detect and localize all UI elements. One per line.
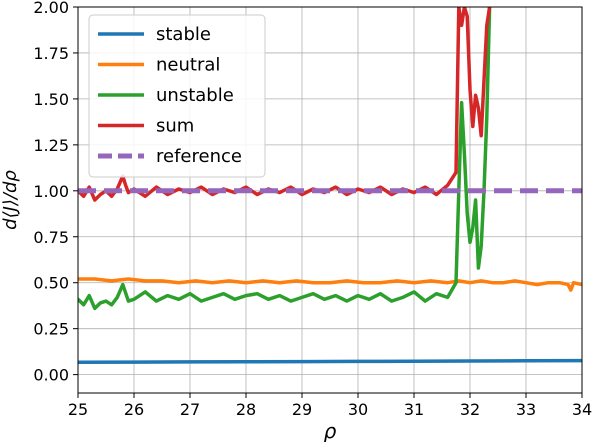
y-tick-label: 0.25: [33, 320, 69, 339]
legend-label-stable: stable: [156, 24, 211, 45]
y-axis-label: d⟨J⟩/dρ: [0, 170, 21, 230]
x-axis-label: ρ: [324, 419, 337, 442]
series-line-stable: [78, 358, 582, 365]
y-tick-label: 0.75: [33, 228, 69, 247]
legend-label-reference: reference: [156, 146, 242, 167]
x-tick-label: 25: [68, 400, 88, 419]
x-tick-label: 34: [572, 400, 592, 419]
series-line-neutral: [78, 277, 582, 292]
y-tick-label: 1.00: [33, 182, 69, 201]
x-tick-label: 32: [460, 400, 480, 419]
y-tick-label: 1.25: [33, 136, 69, 155]
y-tick-label: 0.00: [33, 366, 69, 385]
x-tick-label: 26: [124, 400, 144, 419]
y-tick-label: 0.50: [33, 274, 69, 293]
series-line-unstable: [78, 7, 492, 311]
x-tick-label: 33: [516, 400, 536, 419]
y-tick-label: 1.75: [33, 44, 69, 63]
legend: stable neutral unstable sum reference: [88, 14, 266, 178]
ticks: 25 26 27 28 29 30 31 32 33 34 0.00 0.25 0.50 0.75 1.00…: [33, 0, 592, 419]
x-tick-label: 27: [180, 400, 200, 419]
legend-label-unstable: unstable: [156, 85, 234, 106]
plot-frame: [77, 6, 583, 394]
legend-label-neutral: neutral: [156, 55, 220, 76]
y-tick-label: 1.50: [33, 90, 69, 109]
x-tick-label: 30: [348, 400, 368, 419]
x-tick-label: 28: [236, 400, 256, 419]
x-tick-label: 31: [404, 400, 424, 419]
legend-box: [88, 14, 266, 178]
series-lines: [78, 7, 582, 365]
x-tick-label: 29: [292, 400, 312, 419]
series-line-sum: [78, 7, 492, 202]
y-tick-label: 2.00: [33, 0, 69, 17]
legend-label-sum: sum: [156, 116, 194, 137]
